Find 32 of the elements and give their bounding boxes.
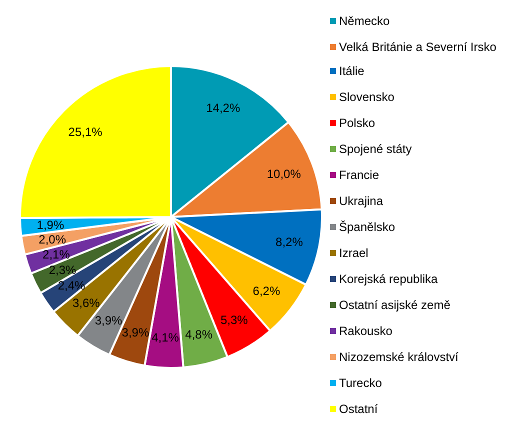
- data-label: 6,2%: [252, 284, 280, 298]
- data-label: 2,1%: [42, 248, 70, 262]
- legend-label: Francie: [339, 168, 380, 182]
- data-label: 8,2%: [276, 234, 304, 249]
- legend-label: Korejská republika: [339, 272, 439, 286]
- data-label: 4,8%: [185, 328, 213, 342]
- legend-label: Ostatní: [339, 402, 379, 416]
- legend-label: Rakousko: [339, 324, 394, 338]
- legend-label: Ostatní asijské země: [339, 298, 452, 312]
- data-label: 5,3%: [220, 313, 248, 327]
- legend-label: Německo: [339, 14, 391, 28]
- data-label: 1,9%: [36, 218, 64, 232]
- data-label: 2,0%: [38, 232, 66, 247]
- legend-label: Velká Británie a Severní Irsko: [339, 40, 498, 54]
- legend-label: Španělsko: [339, 220, 396, 234]
- data-label: 3,9%: [122, 325, 150, 340]
- legend-label: Polsko: [339, 116, 376, 130]
- data-label: 2,4%: [58, 278, 86, 293]
- data-label: 14,2%: [206, 101, 240, 116]
- data-label: 25,1%: [68, 124, 103, 139]
- data-label: 10,0%: [266, 166, 302, 181]
- data-label: 2,3%: [48, 263, 77, 278]
- legend-label: Itálie: [339, 64, 366, 78]
- legend-label: Ukrajina: [339, 194, 384, 208]
- legend-label: Nizozemské království: [339, 350, 460, 364]
- legend-label: Slovensko: [339, 90, 396, 104]
- data-label: 3,9%: [94, 313, 123, 328]
- legend-label: Izrael: [339, 246, 370, 260]
- data-label: 3,6%: [72, 296, 100, 310]
- legend-label: Spojené státy: [339, 142, 413, 156]
- legend-label: Turecko: [339, 376, 383, 390]
- data-label: 4,1%: [152, 330, 180, 345]
